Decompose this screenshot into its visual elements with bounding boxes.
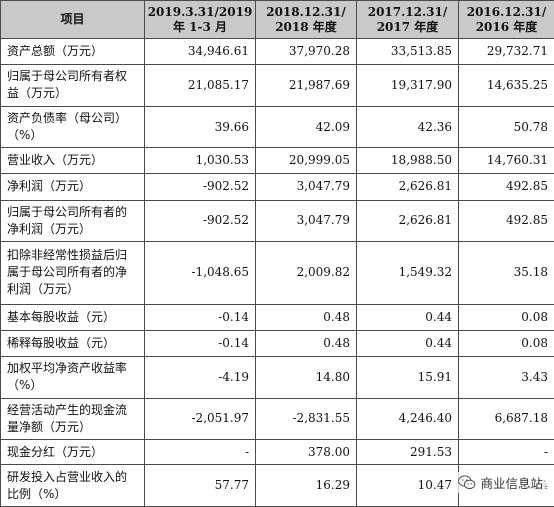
cell-value: 0.48 xyxy=(255,303,357,331)
table-row: 基本每股收益（元） -0.14 0.48 0.44 0.08 xyxy=(0,303,554,331)
table-row: 净利润（万元） -902.52 3,047.79 2,626.81 492.85 xyxy=(0,173,554,201)
cell-value: 14,760.31 xyxy=(458,147,554,175)
table-row: 归属于母公司所有者的净利润（万元） -902.52 3,047.79 2,626… xyxy=(0,199,554,243)
table-row: 资产总额（万元） 34,946.61 37,970.28 33,513.85 2… xyxy=(0,37,554,66)
row-label: 研发投入占营业收入的比例（%） xyxy=(0,464,145,507)
cell-value: 291.53 xyxy=(356,439,459,466)
cell-value: - xyxy=(144,439,256,466)
row-label: 经营活动产生的现金流量净额（万元） xyxy=(0,397,145,441)
cell-value: 20,999.05 xyxy=(255,147,357,175)
cell-value: 50.78 xyxy=(458,105,554,149)
table-row: 稀释每股收益（元） -0.14 0.48 0.44 0.08 xyxy=(0,329,554,357)
cell-value: 492.85 xyxy=(458,199,554,243)
table-row: 资产负债率（母公司）（%） 39.66 42.09 42.36 50.78 xyxy=(0,105,554,149)
cell-value: 0.44 xyxy=(356,329,459,357)
table-row: 营业收入（万元） 1,030.53 20,999.05 18,988.50 14… xyxy=(0,147,554,175)
row-label: 加权平均净资产收益率（%） xyxy=(0,355,145,399)
watermark-text: 商业信息站 xyxy=(480,476,543,491)
watermark: 商业信息站 xyxy=(455,472,546,493)
cell-value: 39.66 xyxy=(144,105,256,149)
cell-value: 34,946.61 xyxy=(144,37,256,66)
cell-value: 1,030.53 xyxy=(144,147,256,175)
table-row: 归属于母公司所有者权益（万元） 21,085.17 21,987.69 19,3… xyxy=(0,64,554,107)
cell-value: 3,047.79 xyxy=(255,199,357,243)
row-label: 资产负债率（母公司）（%） xyxy=(0,105,145,149)
header-item: 项目 xyxy=(0,0,145,39)
row-label: 扣除非经常性损益后归属于母公司所有者的净利润（万元） xyxy=(0,241,145,305)
cell-value: 37,970.28 xyxy=(255,37,357,66)
cell-value: 0.48 xyxy=(255,329,357,357)
header-col-2019q1: 2019.3.31/2019 年 1-3 月 xyxy=(144,0,256,39)
cell-value: 42.09 xyxy=(255,105,357,149)
cell-value: -0.14 xyxy=(144,329,256,357)
cell-value: 3.43 xyxy=(458,355,554,399)
row-label: 现金分红（万元） xyxy=(0,439,145,466)
cell-value: 33,513.85 xyxy=(356,37,459,66)
cell-value: 0.44 xyxy=(356,303,459,331)
cell-value: 2,626.81 xyxy=(356,173,459,201)
table-row: 扣除非经常性损益后归属于母公司所有者的净利润（万元） -1,048.65 2,0… xyxy=(0,241,554,305)
cell-value: -902.52 xyxy=(144,173,256,201)
cell-value: 4,246.40 xyxy=(356,397,459,441)
cell-value: 14,635.25 xyxy=(458,64,554,107)
cell-value: 0.08 xyxy=(458,303,554,331)
cell-value: 19,317.90 xyxy=(356,64,459,107)
cell-value: 6,687.18 xyxy=(458,397,554,441)
cell-value: -902.52 xyxy=(144,199,256,243)
wechat-icon xyxy=(458,475,476,490)
row-label: 归属于母公司所有者权益（万元） xyxy=(0,64,145,107)
row-label: 稀释每股收益（元） xyxy=(0,329,145,357)
cell-value: 0.08 xyxy=(458,329,554,357)
cell-value: -2,051.97 xyxy=(144,397,256,441)
cell-value: 378.00 xyxy=(255,439,357,466)
header-col-2018: 2018.12.31/ 2018 年度 xyxy=(255,0,357,39)
row-label: 营业收入（万元） xyxy=(0,147,145,175)
cell-value: -0.14 xyxy=(144,303,256,331)
row-label: 基本每股收益（元） xyxy=(0,303,145,331)
cell-value: 29,732.71 xyxy=(458,37,554,66)
cell-value: 15.91 xyxy=(356,355,459,399)
row-label: 净利润（万元） xyxy=(0,173,145,201)
cell-value: 14.80 xyxy=(255,355,357,399)
cell-value: 2,626.81 xyxy=(356,199,459,243)
cell-value: 1,549.32 xyxy=(356,241,459,305)
cell-value: 16.29 xyxy=(255,464,357,507)
header-row: 项目 2019.3.31/2019 年 1-3 月 2018.12.31/ 20… xyxy=(0,0,554,39)
cell-value: 3,047.79 xyxy=(255,173,357,201)
row-label: 资产总额（万元） xyxy=(0,37,145,66)
cell-value: 42.36 xyxy=(356,105,459,149)
cell-value: 21,987.69 xyxy=(255,64,357,107)
cell-value: 18,988.50 xyxy=(356,147,459,175)
cell-value: -2,831.55 xyxy=(255,397,357,441)
header-col-2017: 2017.12.31/ 2017 年度 xyxy=(356,0,459,39)
cell-value: 2,009.82 xyxy=(255,241,357,305)
cell-value: 21,085.17 xyxy=(144,64,256,107)
cell-value: 492.85 xyxy=(458,173,554,201)
table-row: 现金分红（万元） - 378.00 291.53 - xyxy=(0,439,554,466)
cell-value: - xyxy=(458,439,554,466)
header-col-2016: 2016.12.31/ 2016 年度 xyxy=(458,0,554,39)
row-label: 归属于母公司所有者的净利润（万元） xyxy=(0,199,145,243)
cell-value: 35.18 xyxy=(458,241,554,305)
cell-value: -1,048.65 xyxy=(144,241,256,305)
cell-value: 10.47 xyxy=(356,464,459,507)
table-row: 研发投入占营业收入的比例（%） 57.77 16.29 10.47 7.24 xyxy=(0,464,554,507)
cell-value: 57.77 xyxy=(144,464,256,507)
table-row: 经营活动产生的现金流量净额（万元） -2,051.97 -2,831.55 4,… xyxy=(0,397,554,441)
cell-value: -4.19 xyxy=(144,355,256,399)
table-row: 加权平均净资产收益率（%） -4.19 14.80 15.91 3.43 xyxy=(0,355,554,399)
